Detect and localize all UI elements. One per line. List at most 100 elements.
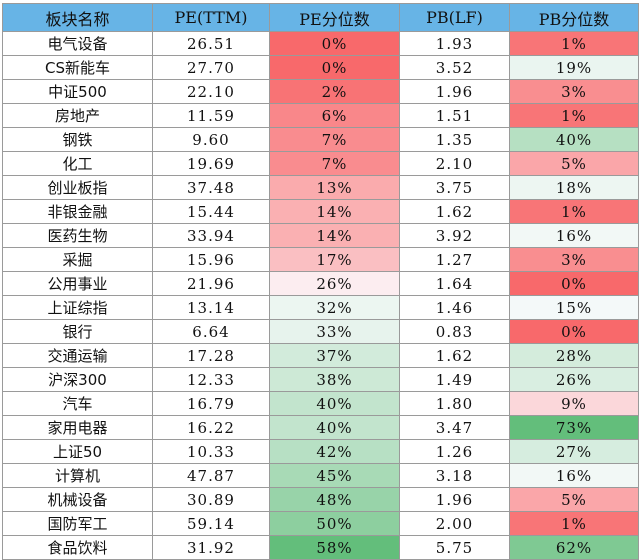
table-row: 国防军工 59.14 50% 2.00 1% [2, 511, 639, 536]
cell-sector-name: 上证综指 [2, 295, 153, 320]
cell-pe-percentile: 42% [269, 439, 400, 464]
table-row: 医药生物 33.94 14% 3.92 16% [2, 223, 639, 248]
table-row: CS新能车 27.70 0% 3.52 19% [2, 55, 639, 80]
table-row: 沪深300 12.33 38% 1.49 26% [2, 367, 639, 392]
cell-pe-percentile: 2% [269, 79, 400, 104]
cell-sector-name: CS新能车 [2, 55, 153, 80]
cell-pb-percentile: 18% [509, 175, 639, 200]
cell-pe-ttm: 6.64 [152, 319, 270, 344]
cell-pe-percentile: 40% [269, 391, 400, 416]
cell-pb-percentile: 0% [509, 271, 639, 296]
cell-sector-name: 沪深300 [2, 367, 153, 392]
table-row: 上证综指 13.14 32% 1.46 15% [2, 295, 639, 320]
cell-pe-ttm: 19.69 [152, 151, 270, 176]
header-pb-percentile: PB分位数 [509, 3, 639, 32]
cell-pb-percentile: 1% [509, 31, 639, 56]
cell-pe-ttm: 16.79 [152, 391, 270, 416]
cell-pe-percentile: 45% [269, 463, 400, 488]
cell-pe-percentile: 58% [269, 535, 400, 560]
cell-pb-lf: 1.62 [399, 343, 510, 368]
cell-pb-lf: 3.52 [399, 55, 510, 80]
cell-pe-ttm: 11.59 [152, 103, 270, 128]
table-row: 房地产 11.59 6% 1.51 1% [2, 103, 639, 128]
cell-pb-percentile: 5% [509, 151, 639, 176]
cell-pe-ttm: 16.22 [152, 415, 270, 440]
cell-pb-percentile: 73% [509, 415, 639, 440]
cell-sector-name: 化工 [2, 151, 153, 176]
cell-pb-lf: 5.75 [399, 535, 510, 560]
cell-pe-percentile: 14% [269, 223, 400, 248]
cell-pb-percentile: 1% [509, 199, 639, 224]
cell-pe-ttm: 12.33 [152, 367, 270, 392]
cell-pe-percentile: 14% [269, 199, 400, 224]
cell-pb-lf: 1.26 [399, 439, 510, 464]
header-pe-ttm: PE(TTM) [152, 3, 270, 32]
cell-pb-percentile: 27% [509, 439, 639, 464]
cell-sector-name: 国防军工 [2, 511, 153, 536]
cell-pe-ttm: 59.14 [152, 511, 270, 536]
cell-pe-ttm: 26.51 [152, 31, 270, 56]
cell-pe-ttm: 33.94 [152, 223, 270, 248]
cell-pb-lf: 2.10 [399, 151, 510, 176]
cell-sector-name: 非银金融 [2, 199, 153, 224]
cell-pb-percentile: 9% [509, 391, 639, 416]
cell-pe-percentile: 40% [269, 415, 400, 440]
cell-sector-name: 计算机 [2, 463, 153, 488]
cell-pe-percentile: 50% [269, 511, 400, 536]
table-body: 电气设备 26.51 0% 1.93 1% CS新能车 27.70 0% 3.52 19% 中证50… [2, 31, 639, 560]
cell-pb-percentile: 26% [509, 367, 639, 392]
cell-pe-percentile: 38% [269, 367, 400, 392]
cell-pb-lf: 1.64 [399, 271, 510, 296]
cell-sector-name: 食品饮料 [2, 535, 153, 560]
cell-pe-ttm: 31.92 [152, 535, 270, 560]
table-row: 采掘 15.96 17% 1.27 3% [2, 247, 639, 272]
table-row: 食品饮料 31.92 58% 5.75 62% [2, 535, 639, 560]
cell-pe-percentile: 32% [269, 295, 400, 320]
header-sector-name: 板块名称 [2, 3, 153, 32]
cell-pb-lf: 1.96 [399, 487, 510, 512]
cell-pb-lf: 1.51 [399, 103, 510, 128]
table-row: 中证500 22.10 2% 1.96 3% [2, 79, 639, 104]
cell-pe-ttm: 13.14 [152, 295, 270, 320]
cell-sector-name: 家用电器 [2, 415, 153, 440]
table-row: 化工 19.69 7% 2.10 5% [2, 151, 639, 176]
cell-pe-ttm: 15.96 [152, 247, 270, 272]
cell-pb-lf: 1.46 [399, 295, 510, 320]
cell-sector-name: 银行 [2, 319, 153, 344]
cell-pb-lf: 3.18 [399, 463, 510, 488]
cell-pe-percentile: 33% [269, 319, 400, 344]
cell-pb-percentile: 5% [509, 487, 639, 512]
cell-sector-name: 钢铁 [2, 127, 153, 152]
cell-sector-name: 交通运输 [2, 343, 153, 368]
cell-pb-percentile: 40% [509, 127, 639, 152]
valuation-table-container: 板块名称 PE(TTM) PE分位数 PB(LF) PB分位数 电气设备 26.5… [2, 3, 639, 560]
cell-pb-percentile: 1% [509, 511, 639, 536]
cell-pb-lf: 1.35 [399, 127, 510, 152]
table-row: 家用电器 16.22 40% 3.47 73% [2, 415, 639, 440]
cell-pb-percentile: 3% [509, 247, 639, 272]
cell-pb-lf: 2.00 [399, 511, 510, 536]
header-row: 板块名称 PE(TTM) PE分位数 PB(LF) PB分位数 [2, 3, 639, 32]
cell-sector-name: 创业板指 [2, 175, 153, 200]
cell-pe-percentile: 13% [269, 175, 400, 200]
table-row: 上证50 10.33 42% 1.26 27% [2, 439, 639, 464]
cell-pe-percentile: 6% [269, 103, 400, 128]
cell-pb-lf: 1.80 [399, 391, 510, 416]
cell-pe-percentile: 7% [269, 127, 400, 152]
cell-pb-lf: 0.83 [399, 319, 510, 344]
cell-pe-percentile: 0% [269, 55, 400, 80]
cell-pb-percentile: 1% [509, 103, 639, 128]
table-row: 钢铁 9.60 7% 1.35 40% [2, 127, 639, 152]
cell-pb-lf: 1.49 [399, 367, 510, 392]
table-row: 机械设备 30.89 48% 1.96 5% [2, 487, 639, 512]
cell-sector-name: 房地产 [2, 103, 153, 128]
cell-pe-ttm: 10.33 [152, 439, 270, 464]
cell-pe-percentile: 37% [269, 343, 400, 368]
cell-pe-ttm: 15.44 [152, 199, 270, 224]
cell-pe-ttm: 9.60 [152, 127, 270, 152]
cell-pb-percentile: 16% [509, 223, 639, 248]
cell-pe-percentile: 0% [269, 31, 400, 56]
header-pe-percentile: PE分位数 [269, 3, 400, 32]
cell-pe-ttm: 47.87 [152, 463, 270, 488]
cell-sector-name: 电气设备 [2, 31, 153, 56]
